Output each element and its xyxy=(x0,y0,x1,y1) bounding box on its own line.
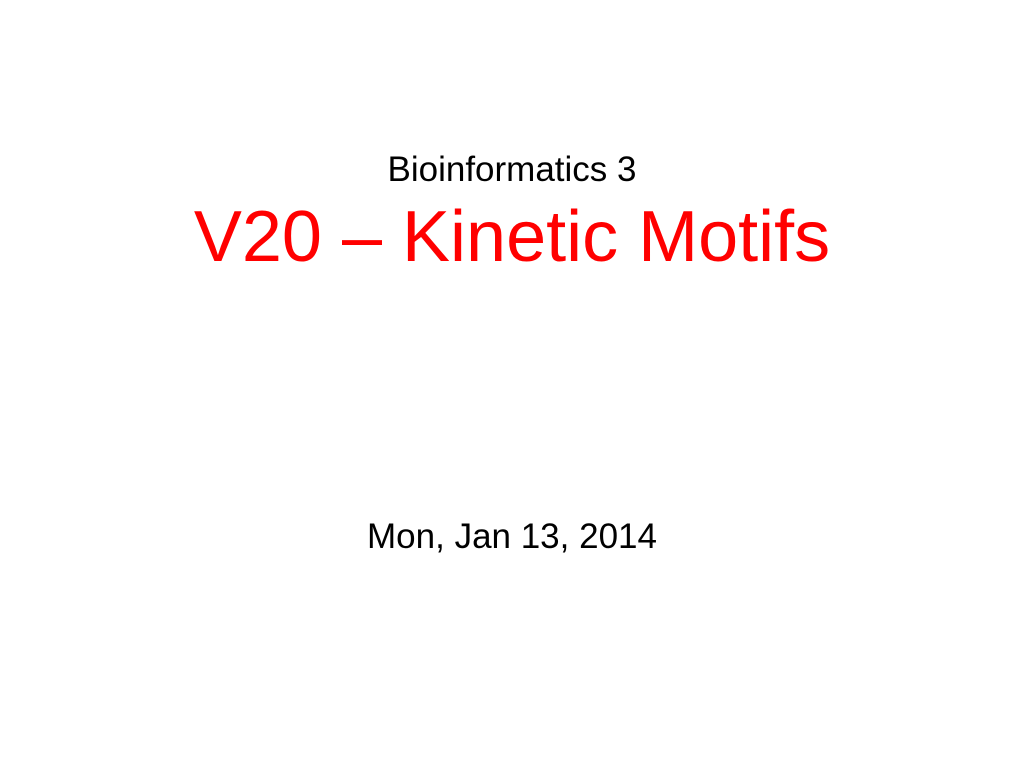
main-title: V20 – Kinetic Motifs xyxy=(194,198,830,277)
date-label: Mon, Jan 13, 2014 xyxy=(367,517,657,557)
slide-container: Bioinformatics 3 V20 – Kinetic Motifs Mo… xyxy=(0,0,1024,768)
course-label: Bioinformatics 3 xyxy=(388,150,637,190)
